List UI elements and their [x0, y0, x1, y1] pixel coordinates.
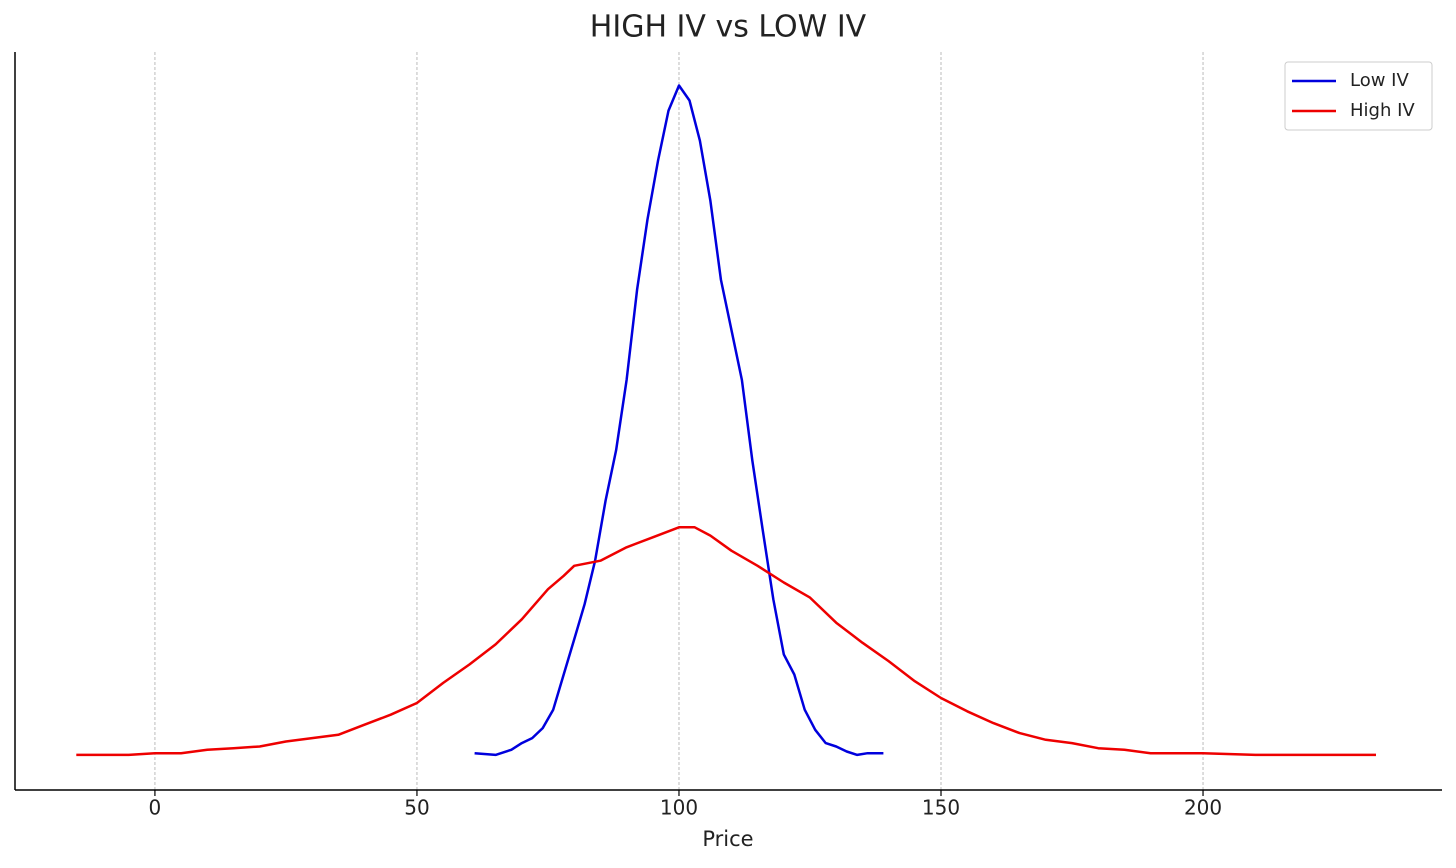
- x-tick-label: 0: [149, 796, 162, 820]
- x-axis-label: Price: [702, 827, 753, 851]
- chart-title: HIGH IV vs LOW IV: [590, 10, 867, 45]
- x-tick-label: 100: [660, 796, 698, 820]
- x-tick-label: 50: [404, 796, 429, 820]
- line-series: [474, 84, 884, 757]
- line-series: [76, 526, 1376, 757]
- legend-box: [1284, 61, 1433, 131]
- legend-label: Low IV: [1350, 70, 1409, 91]
- x-tick-label: 200: [1184, 796, 1222, 820]
- x-tick-label: 150: [922, 796, 960, 820]
- legend-label: High IV: [1350, 100, 1415, 121]
